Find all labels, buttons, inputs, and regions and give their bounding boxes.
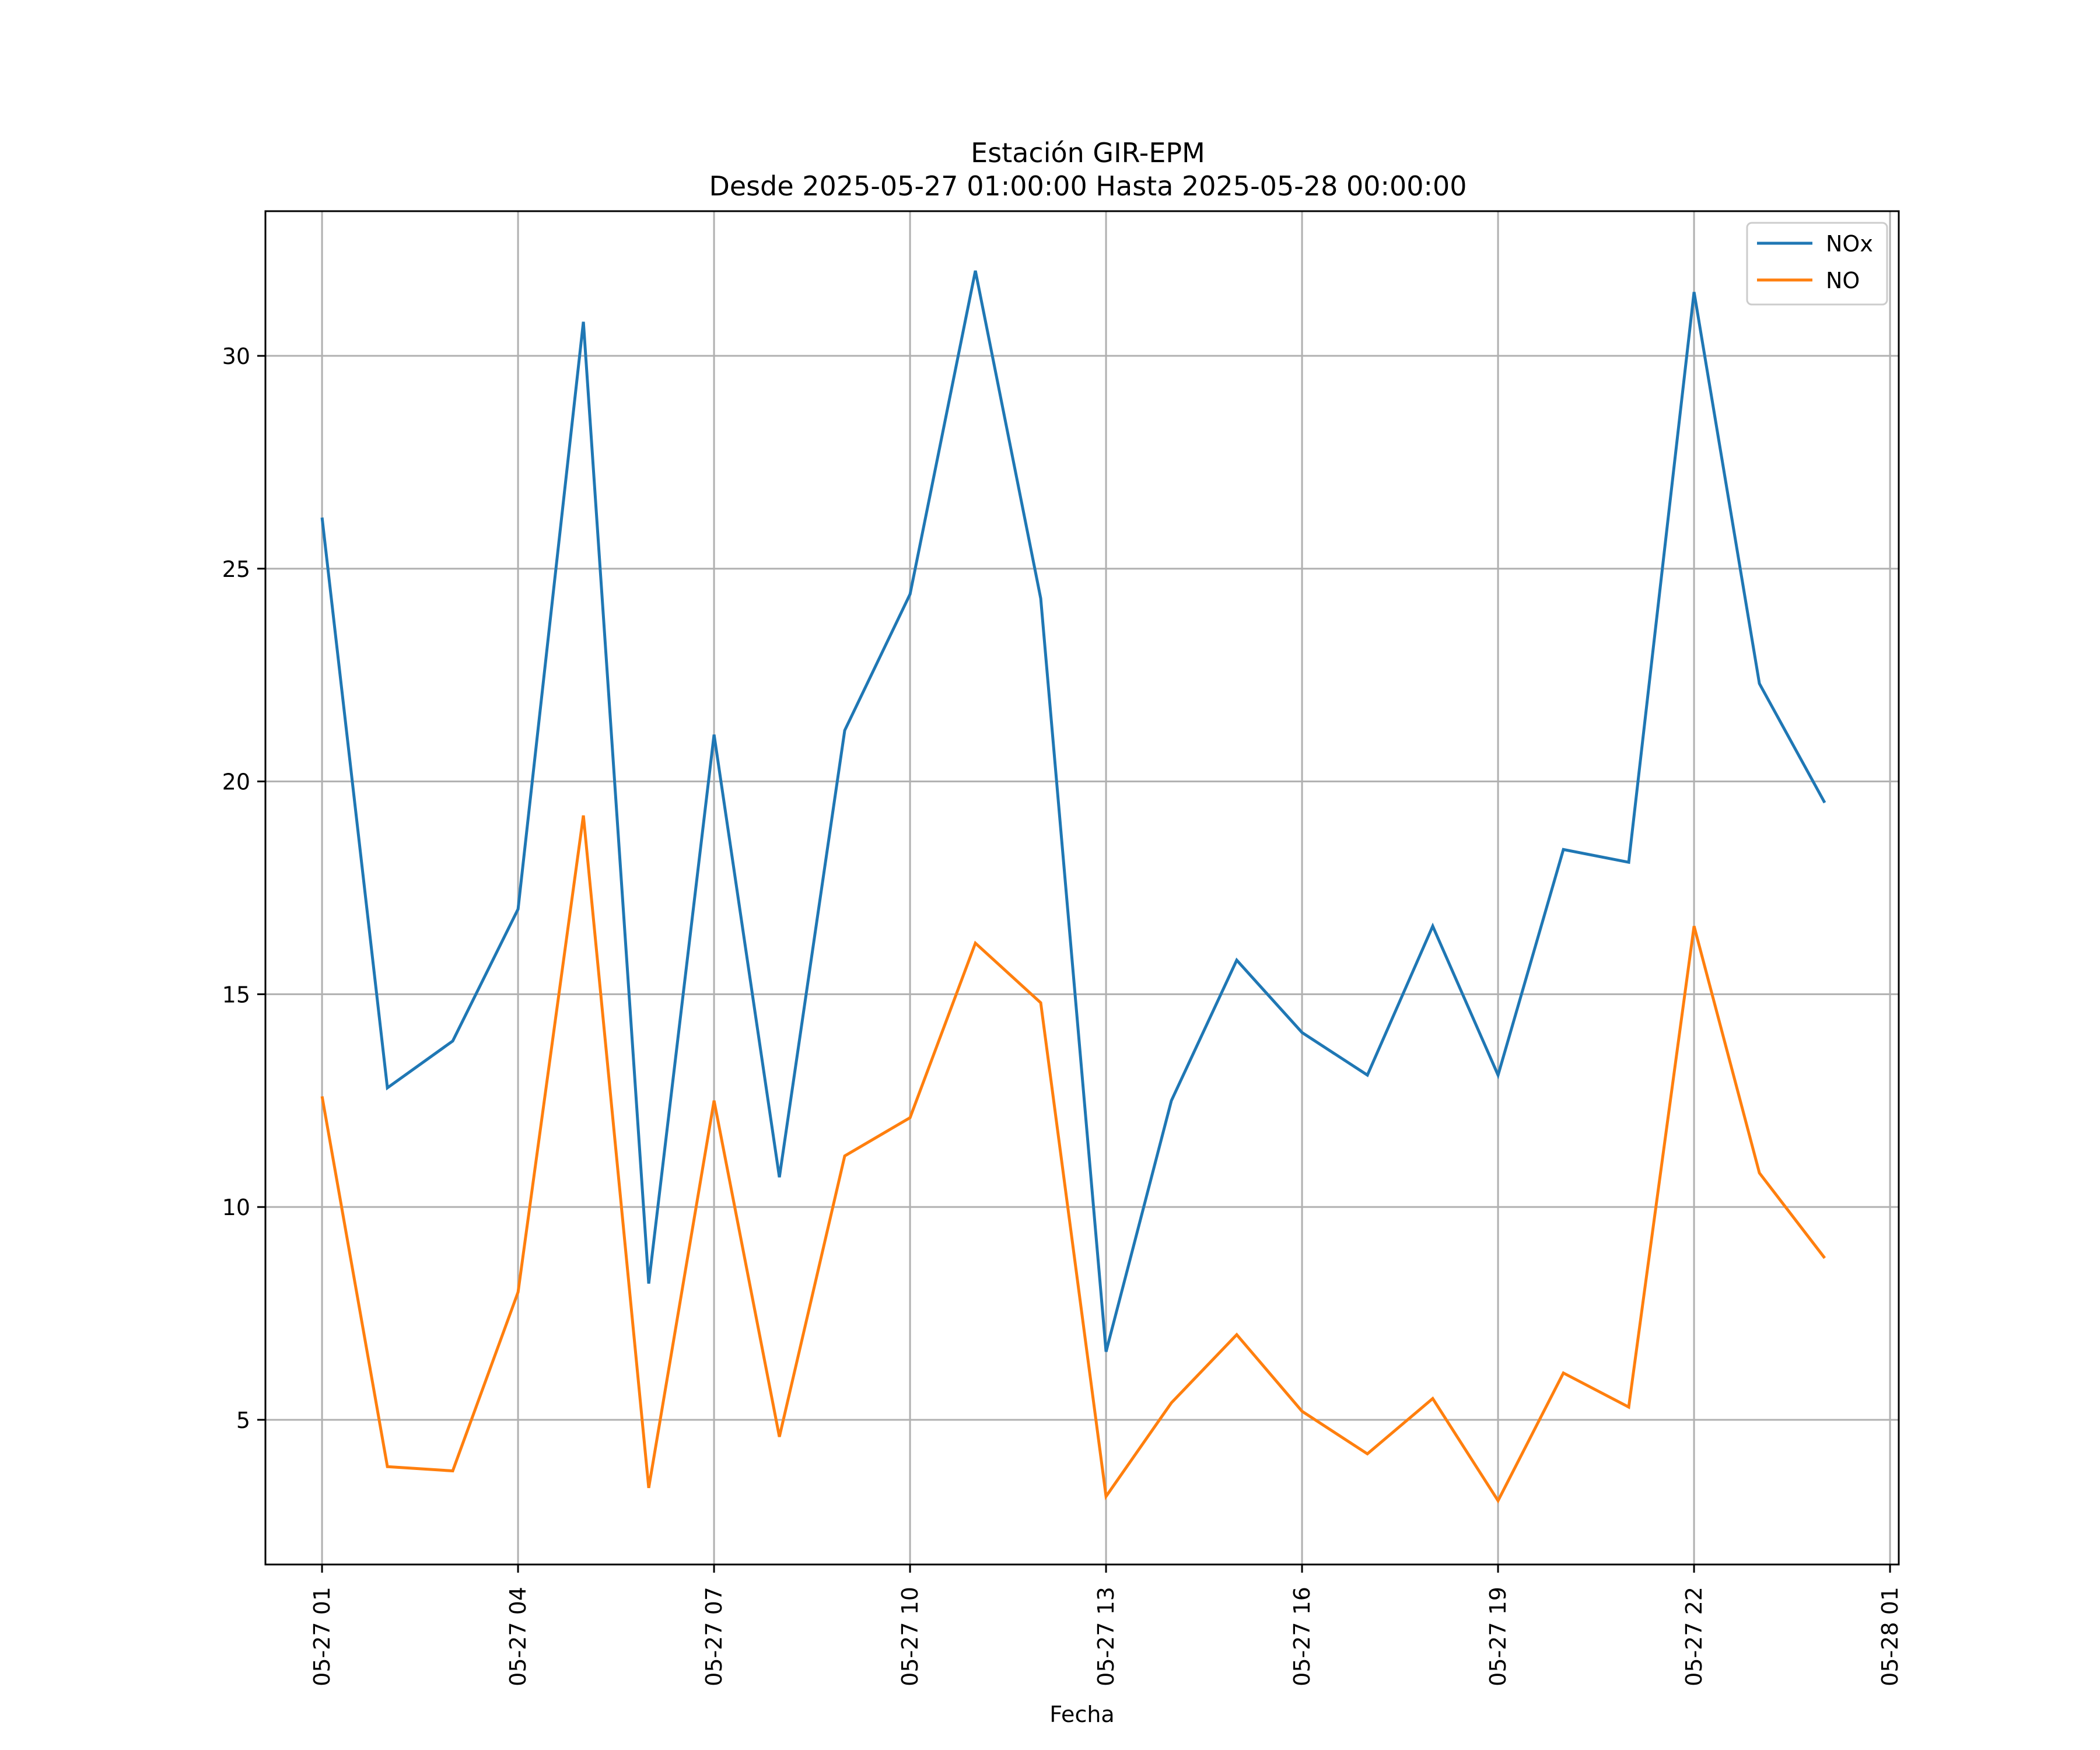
x-tick-label: 05-27 22 xyxy=(1681,1587,1707,1686)
chart-subtitle: Desde 2025-05-27 01:00:00 Hasta 2025-05-… xyxy=(709,170,1466,202)
series-lines xyxy=(320,270,1826,1504)
x-tick-label: 05-27 16 xyxy=(1289,1587,1315,1686)
x-tick-label: 05-27 04 xyxy=(505,1587,531,1686)
x-tick-label: 05-27 01 xyxy=(309,1587,335,1686)
y-axis: 5 10 15 20 25 30 xyxy=(222,344,265,1433)
legend-label-nox: NOx xyxy=(1826,231,1873,257)
y-tick-label: 10 xyxy=(222,1195,250,1220)
series-line-no xyxy=(320,815,1826,1504)
y-tick-label: 15 xyxy=(222,982,250,1007)
chart-title: Estación GIR-EPM xyxy=(971,137,1205,169)
x-tick-label: 05-27 07 xyxy=(701,1587,727,1686)
y-tick-label: 5 xyxy=(236,1408,250,1433)
legend-label-no: NO xyxy=(1826,268,1860,293)
x-axis: 05-27 01 05-27 04 05-27 07 05-27 10 05-27 13… xyxy=(309,1564,1903,1686)
x-tick-label: 05-27 10 xyxy=(897,1587,923,1686)
y-tick-label: 30 xyxy=(222,344,250,369)
y-tick-label: 20 xyxy=(222,769,250,795)
plot-frame xyxy=(264,210,1900,1566)
series-line-nox xyxy=(320,270,1826,1352)
y-tick-label: 25 xyxy=(222,556,250,582)
x-tick-label: 05-28 01 xyxy=(1877,1587,1903,1686)
x-tick-label: 05-27 19 xyxy=(1485,1587,1511,1686)
x-tick-label: 05-27 13 xyxy=(1093,1587,1119,1686)
legend: NOx NO xyxy=(1746,222,1888,306)
x-axis-label: Fecha xyxy=(1049,1702,1114,1727)
